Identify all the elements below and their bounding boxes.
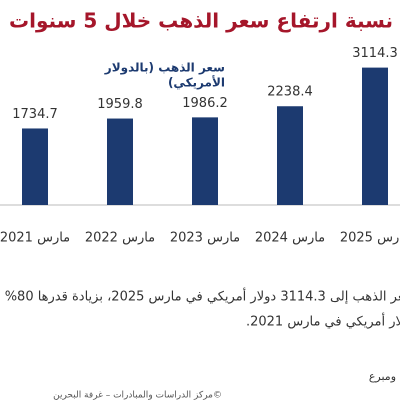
chart-title: نسبة ارتفاع سعر الذهب خلال 5 سنوات: [9, 9, 393, 33]
x-tick-label: مارس 2021: [0, 231, 70, 246]
value-label: 3114.3: [352, 46, 398, 61]
bar: [192, 117, 218, 205]
bar: [22, 128, 48, 205]
bar: [277, 106, 303, 205]
value-label: 1986.2: [182, 96, 228, 111]
value-label: 2238.4: [267, 85, 313, 100]
value-label: 1734.7: [12, 107, 58, 122]
annotation: الأمريكي): [168, 75, 225, 90]
annotation: سعر الذهب (بالدولار: [104, 61, 225, 76]
copyright: ©مركز الدراسات والمبادرات – غرفة البحرين: [53, 391, 222, 400]
source: ومبرع: [369, 370, 396, 383]
bar: [107, 118, 133, 205]
x-tick-label: مارس 2023: [170, 231, 240, 246]
x-tick-label: مارس 2025: [340, 231, 400, 246]
paragraph-line: سعر الذهب إلى 3114.3 دولار أمريكي في مار…: [0, 288, 400, 305]
paragraph-line: دولار أمريكي في مارس 2021.: [246, 313, 400, 330]
x-tick-label: مارس 2022: [85, 231, 155, 246]
x-tick-label: مارس 2024: [255, 231, 325, 246]
bar: [362, 67, 388, 206]
value-label: 1959.8: [97, 97, 143, 112]
